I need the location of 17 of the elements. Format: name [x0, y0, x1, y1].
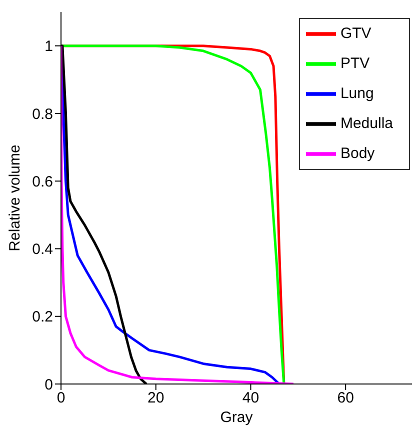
y-axis-title: Relative volume [6, 144, 24, 252]
x-tick-label: 20 [148, 390, 164, 407]
y-tick-label: 0.6 [32, 173, 53, 190]
legend-label: GTV [340, 24, 372, 42]
x-tick-label: 0 [56, 390, 66, 407]
legend-label: Lung [340, 84, 374, 102]
legend-label: Medulla [340, 114, 393, 132]
x-tick-label: 60 [337, 390, 354, 407]
y-tick-label: 0.4 [32, 241, 53, 258]
legend-label: PTV [340, 54, 370, 72]
y-tick-label: 1 [44, 38, 53, 56]
x-axis-title: Gray [220, 409, 254, 426]
y-tick-label: 0.2 [32, 308, 53, 326]
y-tick-label: 0 [44, 376, 53, 394]
y-tick-label: 0.8 [32, 106, 53, 123]
legend-label: Body [340, 144, 375, 162]
x-tick-label: 40 [242, 390, 260, 407]
